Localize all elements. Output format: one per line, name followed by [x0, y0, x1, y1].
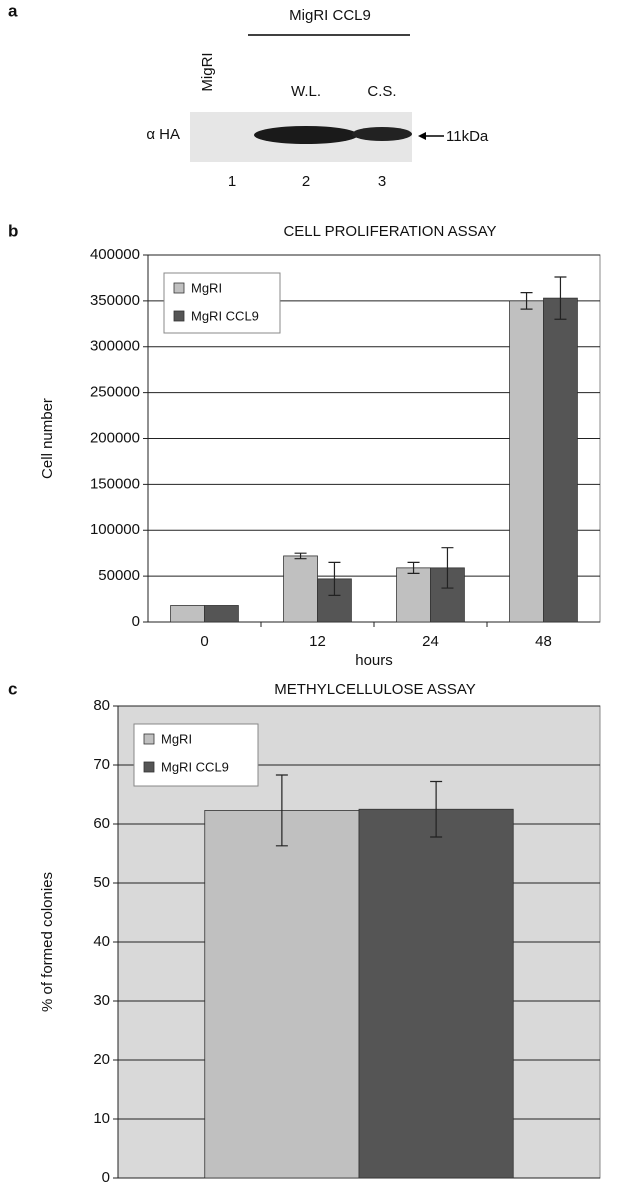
lane-number: 2 [302, 173, 310, 190]
arrow-head [418, 132, 426, 140]
x-axis-label: hours [355, 652, 393, 669]
legend-swatch [174, 283, 184, 293]
y-tick-label: 0 [102, 1169, 110, 1185]
legend [134, 724, 258, 786]
legend-label: MgRI CCL9 [161, 759, 229, 774]
legend-swatch [144, 734, 154, 744]
legend-label: MgRI CCL9 [191, 308, 259, 323]
x-tick-label: 24 [422, 633, 439, 650]
panel-label: c [8, 679, 17, 698]
lane-label: W.L. [291, 83, 321, 100]
lane-label: MigRI [199, 52, 216, 91]
y-tick-label: 200000 [90, 429, 140, 446]
bar [171, 605, 205, 622]
marker-label: 11kDa [446, 128, 489, 145]
panel-label: b [8, 221, 18, 240]
bar [359, 809, 513, 1178]
blot-band [352, 127, 412, 141]
legend-label: MgRI [161, 731, 192, 746]
bar [544, 298, 578, 622]
blot-panel: a MigRI CCL9 MigRI W.L. C.S. α HA 11kDa … [8, 1, 489, 189]
x-tick-label: 48 [535, 633, 552, 650]
y-tick-label: 350000 [90, 292, 140, 309]
y-tick-label: 40 [93, 933, 110, 950]
panel-label: a [8, 1, 18, 20]
y-axis-label: Cell number [39, 398, 56, 479]
y-tick-label: 150000 [90, 475, 140, 492]
bar [205, 810, 359, 1178]
lane-number: 3 [378, 173, 386, 190]
blot-band [254, 126, 358, 144]
lane-number: 1 [228, 173, 236, 190]
chart-title: METHYLCELLULOSE ASSAY [274, 681, 475, 698]
y-tick-label: 300000 [90, 338, 140, 355]
bar [284, 556, 318, 622]
y-axis-label: % of formed colonies [39, 872, 56, 1012]
bar [510, 301, 544, 622]
bar [397, 568, 431, 622]
y-tick-label: 0 [132, 613, 140, 630]
figure: a MigRI CCL9 MigRI W.L. C.S. α HA 11kDa … [0, 0, 624, 1185]
y-tick-label: 10 [93, 1110, 110, 1127]
y-tick-label: 250000 [90, 384, 140, 401]
x-tick-label: 0 [200, 633, 208, 650]
y-tick-label: 60 [93, 815, 110, 832]
legend-label: MgRI [191, 280, 222, 295]
x-tick-label: 12 [309, 633, 326, 650]
y-tick-label: 80 [93, 697, 110, 714]
y-tick-label: 70 [93, 756, 110, 773]
lane-label: C.S. [367, 83, 396, 100]
legend-swatch [144, 762, 154, 772]
chart-title: CELL PROLIFERATION ASSAY [283, 223, 496, 240]
y-tick-label: 50000 [98, 567, 140, 584]
y-tick-label: 50 [93, 874, 110, 891]
y-tick-label: 30 [93, 992, 110, 1009]
antibody-label: α HA [146, 126, 180, 143]
y-tick-label: 100000 [90, 521, 140, 538]
blot-header: MigRI CCL9 [289, 7, 371, 24]
y-tick-label: 400000 [90, 246, 140, 263]
legend-swatch [174, 311, 184, 321]
bar [205, 605, 239, 622]
y-tick-label: 20 [93, 1051, 110, 1068]
